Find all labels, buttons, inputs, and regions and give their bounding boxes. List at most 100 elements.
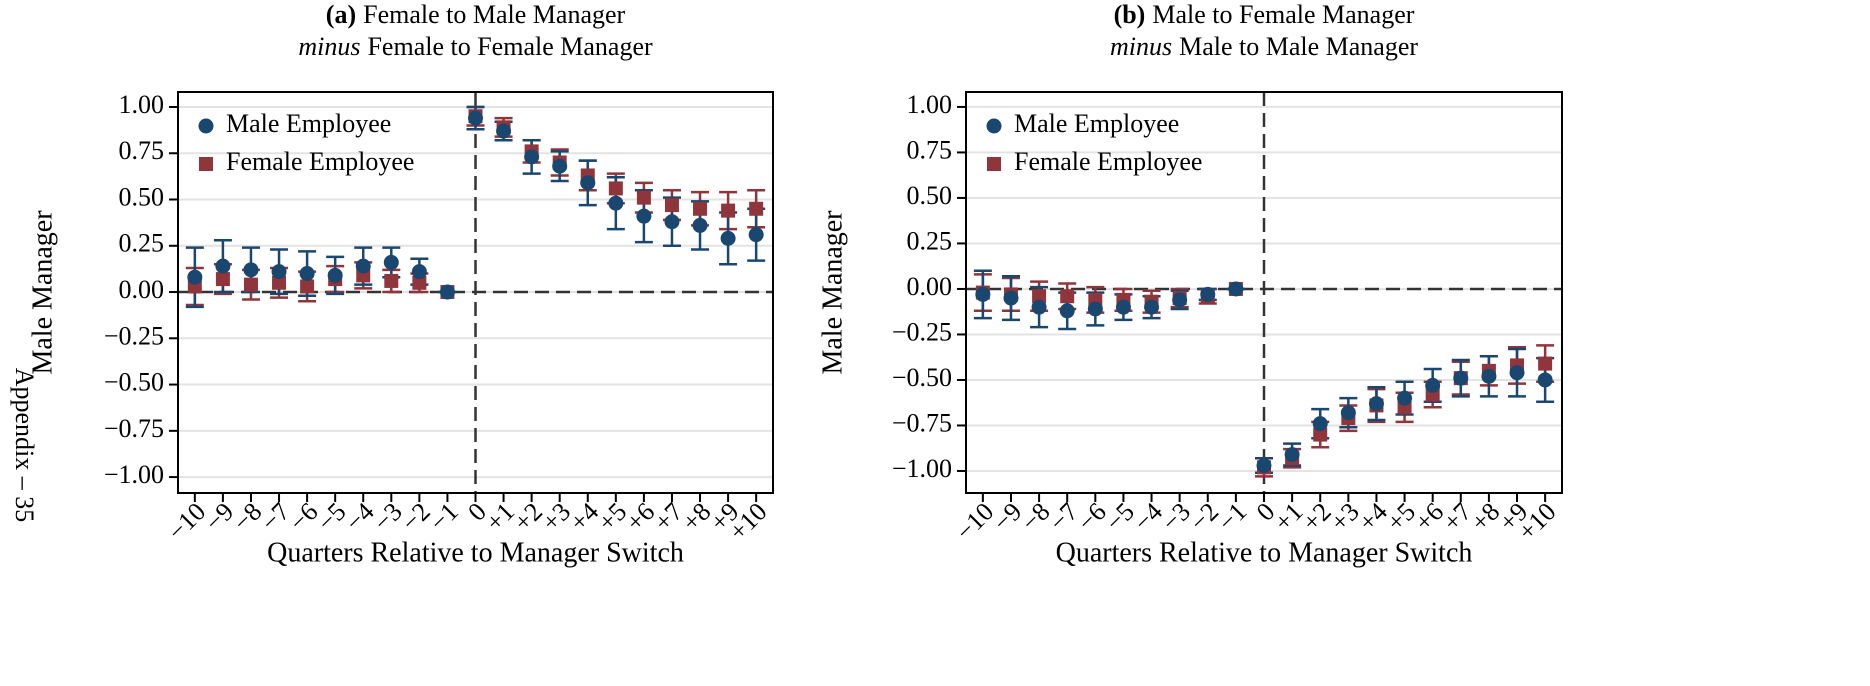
y-tick-label: 1.00 <box>119 90 165 119</box>
point <box>636 190 651 205</box>
point <box>243 277 258 292</box>
point <box>1087 301 1103 317</box>
title-text: Male to Female Manager <box>1152 0 1414 29</box>
x-axis-label: Quarters Relative to Manager Switch <box>267 537 684 568</box>
y-tick-label: −1.00 <box>892 454 952 483</box>
y-tick-label: 0.75 <box>907 135 953 164</box>
y-tick-label: 0.00 <box>907 272 953 301</box>
title-label: (a) <box>326 0 356 29</box>
point <box>1115 299 1131 315</box>
point <box>384 273 399 288</box>
point <box>664 214 680 230</box>
x-tick-label: −1 <box>1212 497 1252 537</box>
point <box>636 208 652 224</box>
y-tick-label: 1.00 <box>907 90 953 119</box>
point <box>411 264 427 280</box>
y-tick-label: 0.50 <box>119 182 165 211</box>
point <box>1340 405 1356 421</box>
subtitle-text: Male to Male Manager <box>1179 32 1418 61</box>
point <box>1509 365 1525 381</box>
point <box>468 110 483 126</box>
point <box>1313 427 1328 442</box>
point <box>720 230 736 246</box>
y-tick-label: 0.50 <box>907 181 953 210</box>
chart-title: (b) Male to Female Manager <box>1114 0 1415 29</box>
plot-frame <box>177 91 774 494</box>
point <box>1031 299 1047 315</box>
legend-marker <box>199 157 213 171</box>
point <box>271 264 287 280</box>
point <box>1537 372 1553 388</box>
point <box>749 201 764 216</box>
point <box>1397 390 1413 406</box>
point <box>552 158 568 174</box>
y-tick-label: 0.75 <box>119 136 165 165</box>
subtitle-text: Female to Female Manager <box>367 32 653 61</box>
y-tick-label: −1.00 <box>104 460 164 489</box>
point <box>355 258 371 274</box>
y-tick-label: −0.25 <box>104 321 164 350</box>
subtitle-emphasis: minus <box>298 32 360 61</box>
point <box>383 254 399 270</box>
point <box>1059 303 1075 319</box>
point <box>580 175 596 191</box>
point <box>1284 447 1300 463</box>
y-tick-label: 0.25 <box>119 229 165 258</box>
legend-label: Male Employee <box>1014 109 1179 138</box>
y-axis-label: Male Manager <box>817 210 848 375</box>
y-tick-label: −0.75 <box>892 408 952 437</box>
chart-title: (a) Female to Male Manager <box>326 0 626 29</box>
point <box>693 201 708 216</box>
legend-label: Female Employee <box>226 147 414 176</box>
point <box>1256 458 1272 474</box>
point <box>1312 416 1328 432</box>
title-text: Female to Male Manager <box>363 0 625 29</box>
chart-subtitle: minus Female to Female Manager <box>298 32 653 61</box>
y-tick-label: −0.25 <box>892 317 952 346</box>
y-tick-label: 0.00 <box>119 275 165 304</box>
legend-marker <box>986 118 1002 134</box>
point <box>215 272 230 287</box>
point <box>187 269 203 285</box>
point <box>1453 370 1469 386</box>
x-tick-label: −1 <box>424 497 464 537</box>
point <box>299 266 315 282</box>
point <box>664 198 679 213</box>
point <box>692 217 708 233</box>
legend-marker <box>987 157 1001 171</box>
legend-marker <box>198 118 214 134</box>
point <box>608 181 623 196</box>
point <box>1060 289 1075 304</box>
legend-label: Female Employee <box>1014 147 1202 176</box>
point <box>524 149 540 165</box>
point <box>300 279 315 294</box>
point <box>243 262 259 278</box>
point <box>496 123 512 139</box>
y-axis-label: Male Manager <box>27 210 58 375</box>
point <box>748 227 764 243</box>
point <box>1032 289 1047 304</box>
point <box>1172 292 1188 308</box>
point <box>1003 290 1019 306</box>
point <box>1228 281 1244 297</box>
point <box>608 195 624 211</box>
plot-frame <box>965 91 1563 494</box>
x-axis-label: Quarters Relative to Manager Switch <box>1056 537 1473 568</box>
point <box>1144 299 1160 315</box>
point <box>1368 396 1384 412</box>
page-label: Appendix – 35 <box>10 368 39 523</box>
point <box>975 286 991 302</box>
point <box>272 275 287 290</box>
point <box>327 267 343 283</box>
y-tick-label: −0.50 <box>892 363 952 392</box>
y-tick-label: −0.75 <box>104 414 164 443</box>
y-tick-label: −0.50 <box>104 368 164 397</box>
y-tick-label: 0.25 <box>907 226 953 255</box>
title-label: (b) <box>1114 0 1146 29</box>
point <box>1425 377 1441 393</box>
point <box>721 203 736 218</box>
point <box>1481 368 1497 384</box>
chart-subtitle: minus Male to Male Manager <box>1110 32 1418 61</box>
point <box>412 275 427 290</box>
